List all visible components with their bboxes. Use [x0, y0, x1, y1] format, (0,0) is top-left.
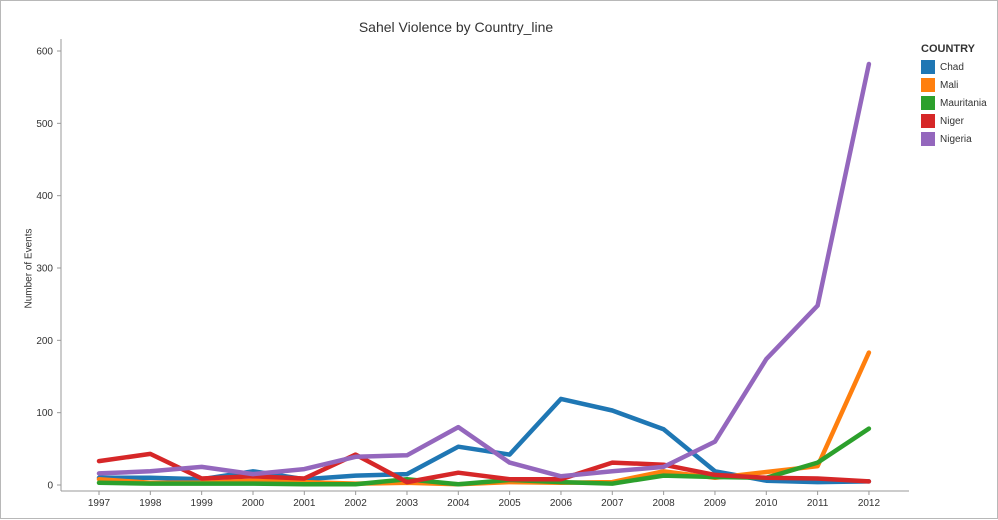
- series-line-mali: [96, 350, 872, 487]
- legend-label: Chad: [940, 61, 964, 73]
- x-tick-label: 2010: [755, 498, 778, 509]
- legend-label: Nigeria: [940, 133, 972, 145]
- x-tick-label: 2006: [550, 498, 573, 509]
- legend-swatch: [921, 78, 935, 92]
- legend-label: Mali: [940, 79, 959, 91]
- x-tick-label: 2011: [807, 498, 829, 509]
- x-tick-label: 1998: [139, 498, 162, 509]
- y-tick-label: 400: [36, 191, 53, 202]
- x-tick-label: 1999: [191, 498, 214, 509]
- x-tick-label: 2000: [242, 498, 265, 509]
- x-tick-label: 1997: [88, 498, 111, 509]
- legend-swatch: [921, 60, 935, 74]
- x-tick-label: 2009: [704, 498, 727, 509]
- legend-swatch: [921, 114, 935, 128]
- y-tick-label: 500: [36, 119, 53, 130]
- legend-label: Niger: [940, 115, 964, 127]
- legend-item-chad[interactable]: Chad: [921, 58, 996, 76]
- y-tick-label: 600: [36, 47, 53, 58]
- y-tick-label: 100: [36, 408, 53, 419]
- x-tick-label: 2007: [601, 498, 624, 509]
- x-tick-label: 2005: [499, 498, 522, 509]
- legend-items: Chad Mali Mauritania Niger Nigeria: [921, 58, 996, 148]
- legend-item-mali[interactable]: Mali: [921, 76, 996, 94]
- legend-swatch: [921, 132, 935, 146]
- series-line-niger: [96, 451, 872, 485]
- series-line-nigeria: [96, 61, 872, 479]
- x-tick-label: 2001: [293, 498, 316, 509]
- legend-label: Mauritania: [940, 97, 987, 109]
- legend-item-niger[interactable]: Niger: [921, 112, 996, 130]
- x-tick-label: 2004: [447, 498, 470, 509]
- legend-item-nigeria[interactable]: Nigeria: [921, 130, 996, 148]
- legend-item-mauritania[interactable]: Mauritania: [921, 94, 996, 112]
- y-tick-label: 0: [47, 481, 53, 492]
- legend-swatch: [921, 96, 935, 110]
- x-tick-label: 2012: [858, 498, 881, 509]
- legend: COUNTRY Chad Mali Mauritania Niger Nigeria: [921, 43, 996, 148]
- y-tick-label: 200: [36, 336, 53, 347]
- x-tick-label: 2002: [345, 498, 368, 509]
- x-tick-label: 2003: [396, 498, 419, 509]
- chart-title: Sahel Violence by Country_line: [358, 19, 554, 35]
- legend-title: COUNTRY: [921, 43, 975, 55]
- y-tick-label: 300: [36, 264, 53, 275]
- x-tick-label: 2008: [653, 498, 676, 509]
